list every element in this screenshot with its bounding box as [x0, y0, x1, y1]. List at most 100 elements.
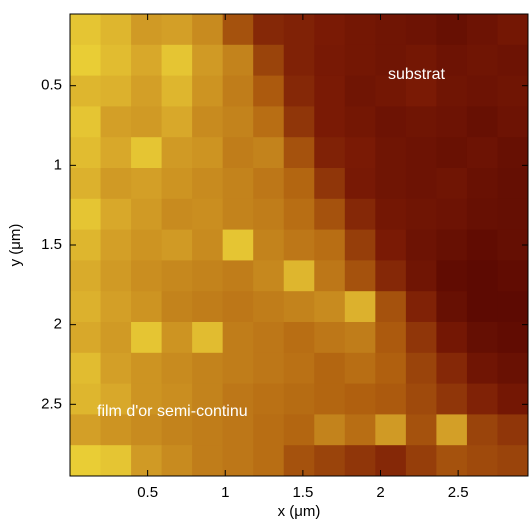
heatmap-cell — [466, 198, 498, 231]
heatmap-cell — [375, 168, 407, 200]
heatmap-cell — [375, 229, 407, 261]
heatmap-cell — [70, 198, 102, 231]
heatmap-cell — [192, 352, 224, 385]
heatmap-cell — [314, 383, 346, 415]
heatmap-cell — [405, 414, 437, 446]
heatmap-cell — [466, 322, 498, 354]
heatmap-cell — [283, 75, 315, 107]
heatmap-cell — [161, 291, 193, 323]
x-tick-label: 2.5 — [448, 484, 469, 501]
heatmap-cell — [283, 445, 315, 477]
heatmap-cell — [314, 352, 346, 385]
heatmap-cell — [222, 383, 254, 415]
heatmap-cell — [253, 322, 285, 354]
heatmap-cell — [344, 168, 376, 200]
heatmap-cell — [192, 44, 224, 77]
heatmap-cell — [222, 14, 254, 46]
heatmap-cell — [344, 198, 376, 231]
heatmap-cell — [70, 75, 102, 107]
heatmap-cell — [192, 198, 224, 231]
heatmap-cell — [405, 291, 437, 323]
x-tick-label: 2 — [376, 484, 384, 501]
heatmap-cell — [161, 106, 193, 138]
heatmap-cell — [253, 260, 285, 292]
heatmap-cell — [70, 445, 102, 477]
heatmap-cell — [497, 414, 529, 446]
heatmap-cell — [436, 106, 468, 138]
heatmap-cell — [283, 291, 315, 323]
heatmap-cell — [253, 229, 285, 261]
heatmap-cell — [405, 229, 437, 261]
heatmap-cell — [131, 229, 163, 261]
heatmap-cell — [131, 137, 163, 169]
heatmap-cell — [344, 291, 376, 323]
heatmap-cell — [497, 137, 529, 169]
heatmap-cell — [375, 14, 407, 46]
heatmap-cell — [161, 44, 193, 77]
heatmap-cell — [314, 44, 346, 77]
heatmap-cell — [161, 75, 193, 107]
heatmap-cell — [253, 168, 285, 200]
heatmap-cell — [466, 229, 498, 261]
heatmap-cell — [344, 75, 376, 107]
heatmap-cell — [344, 445, 376, 477]
heatmap-cell — [283, 168, 315, 200]
heatmap-cell — [192, 168, 224, 200]
heatmap-cell — [466, 291, 498, 323]
heatmap-cell — [100, 44, 132, 77]
y-tick-label: 2 — [54, 316, 62, 333]
annotation: film d'or semi-continu — [97, 403, 248, 420]
heatmap-cell — [405, 168, 437, 200]
heatmap-cell — [70, 44, 102, 77]
heatmap-cell — [283, 14, 315, 46]
heatmap-cell — [100, 106, 132, 138]
heatmap-cell — [283, 229, 315, 261]
heatmap-cell — [131, 14, 163, 46]
heatmap-cell — [253, 445, 285, 477]
heatmap-cell — [131, 414, 163, 446]
heatmap-cell — [344, 414, 376, 446]
heatmap-cell — [375, 44, 407, 77]
heatmap-cell — [70, 106, 102, 138]
heatmap-cell — [222, 137, 254, 169]
heatmap-cell — [497, 106, 529, 138]
heatmap-cell — [70, 352, 102, 385]
heatmap-cell — [375, 106, 407, 138]
heatmap-cell — [161, 352, 193, 385]
heatmap-cell — [314, 445, 346, 477]
heatmap-cell — [314, 14, 346, 46]
heatmap-cell — [375, 383, 407, 415]
heatmap-cell — [192, 445, 224, 477]
heatmap-cell — [70, 291, 102, 323]
heatmap-cell — [466, 445, 498, 477]
heatmap-cell — [344, 14, 376, 46]
heatmap-cell — [161, 229, 193, 261]
heatmap-cell — [283, 322, 315, 354]
heatmap-cell — [253, 291, 285, 323]
heatmap-cell — [222, 198, 254, 231]
heatmap-cell — [405, 383, 437, 415]
heatmap-cell — [314, 414, 346, 446]
heatmap-cell — [375, 291, 407, 323]
heatmap-cell — [253, 383, 285, 415]
annotation: substrat — [388, 66, 445, 83]
heatmap-cell — [253, 137, 285, 169]
heatmap-cell — [436, 137, 468, 169]
heatmap-cell — [436, 44, 468, 77]
heatmap-cell — [253, 352, 285, 385]
heatmap-cell — [314, 106, 346, 138]
heatmap-cell — [436, 414, 468, 446]
heatmap-cell — [192, 75, 224, 107]
heatmap-cell — [497, 260, 529, 292]
heatmap-cell — [131, 168, 163, 200]
heatmap-cell — [466, 260, 498, 292]
heatmap-cell — [436, 14, 468, 46]
heatmap-cell — [466, 168, 498, 200]
heatmap-cell — [131, 383, 163, 415]
heatmap-cell — [436, 75, 468, 107]
heatmap-cell — [497, 44, 529, 77]
heatmap-cell — [405, 106, 437, 138]
heatmap-cell — [466, 106, 498, 138]
heatmap-cell — [497, 322, 529, 354]
heatmap-cell — [497, 352, 529, 385]
